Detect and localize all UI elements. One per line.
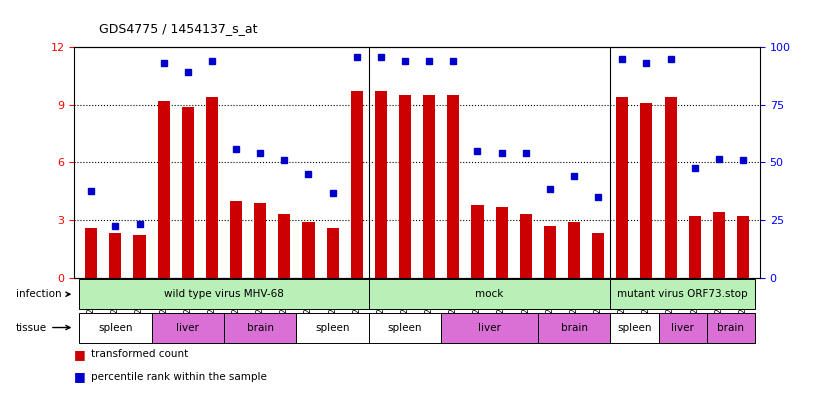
Bar [448,95,459,277]
Bar [152,312,224,343]
Text: transformed count: transformed count [92,349,188,360]
Bar [610,279,755,309]
Bar [326,228,339,277]
Text: mutant virus ORF73.stop: mutant virus ORF73.stop [617,289,748,299]
Bar [254,203,266,277]
Bar [158,101,169,277]
Bar [610,312,658,343]
Bar [472,205,483,277]
Text: GDS4775 / 1454137_s_at: GDS4775 / 1454137_s_at [99,22,258,35]
Text: brain: brain [247,323,273,332]
Bar [79,279,369,309]
Text: tissue: tissue [16,323,70,332]
Bar [369,279,610,309]
Bar [640,103,653,277]
Bar [520,214,532,277]
Bar [134,235,145,277]
Bar [230,201,242,277]
Bar [707,312,755,343]
Bar [658,312,707,343]
Bar [278,214,291,277]
Text: infection: infection [16,289,70,299]
Bar [182,107,194,277]
Text: liver: liver [672,323,694,332]
Text: mock: mock [475,289,504,299]
Bar [713,212,725,277]
Text: percentile rank within the sample: percentile rank within the sample [92,372,268,382]
Bar [737,216,749,277]
Text: spleen: spleen [617,323,652,332]
Bar [544,226,556,277]
Text: liver: liver [177,323,199,332]
Text: liver: liver [478,323,501,332]
Bar [423,95,435,277]
Bar [538,312,610,343]
Bar [109,233,121,277]
Bar [369,312,441,343]
Bar [616,97,629,277]
Bar [79,312,152,343]
Text: ■: ■ [74,348,86,361]
Bar [689,216,700,277]
Text: spleen: spleen [316,323,350,332]
Text: brain: brain [718,323,744,332]
Bar [351,91,363,277]
Bar [302,222,315,277]
Bar [85,228,97,277]
Bar [206,97,218,277]
Bar [441,312,538,343]
Text: ■: ■ [74,371,86,384]
Bar [224,312,297,343]
Text: brain: brain [561,323,587,332]
Bar [592,233,604,277]
Bar [297,312,369,343]
Bar [399,95,411,277]
Bar [375,91,387,277]
Bar [665,97,676,277]
Bar [568,222,580,277]
Bar [496,207,508,277]
Text: spleen: spleen [388,323,422,332]
Text: spleen: spleen [98,323,133,332]
Text: wild type virus MHV-68: wild type virus MHV-68 [164,289,284,299]
